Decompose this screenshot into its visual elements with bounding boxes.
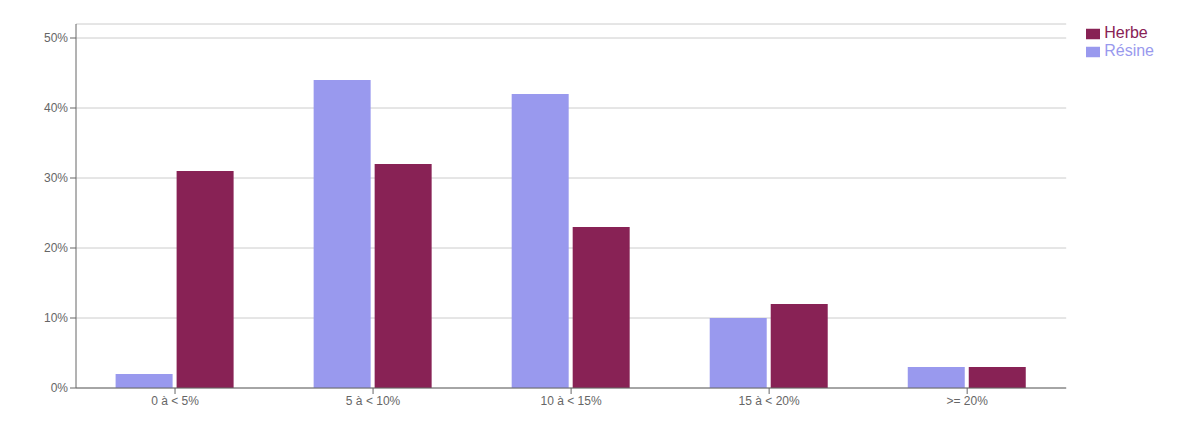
svg-text:30%: 30%: [44, 171, 68, 185]
svg-text:0 à < 5%: 0 à < 5%: [151, 394, 199, 408]
svg-text:5 à < 10%: 5 à < 10%: [346, 394, 401, 408]
svg-text:15 à < 20%: 15 à < 20%: [739, 394, 800, 408]
svg-text:40%: 40%: [44, 101, 68, 115]
html-text:Herbe: Herbe: [1104, 24, 1148, 41]
svg-text:20%: 20%: [44, 241, 68, 255]
html-text:Résine: Résine: [1104, 42, 1154, 59]
svg-text:0%: 0%: [51, 381, 69, 395]
svg-text:50%: 50%: [44, 31, 68, 45]
svg-text:>= 20%: >= 20%: [946, 394, 988, 408]
svg-text:10 à < 15%: 10 à < 15%: [541, 394, 602, 408]
svg-text:10%: 10%: [44, 311, 68, 325]
